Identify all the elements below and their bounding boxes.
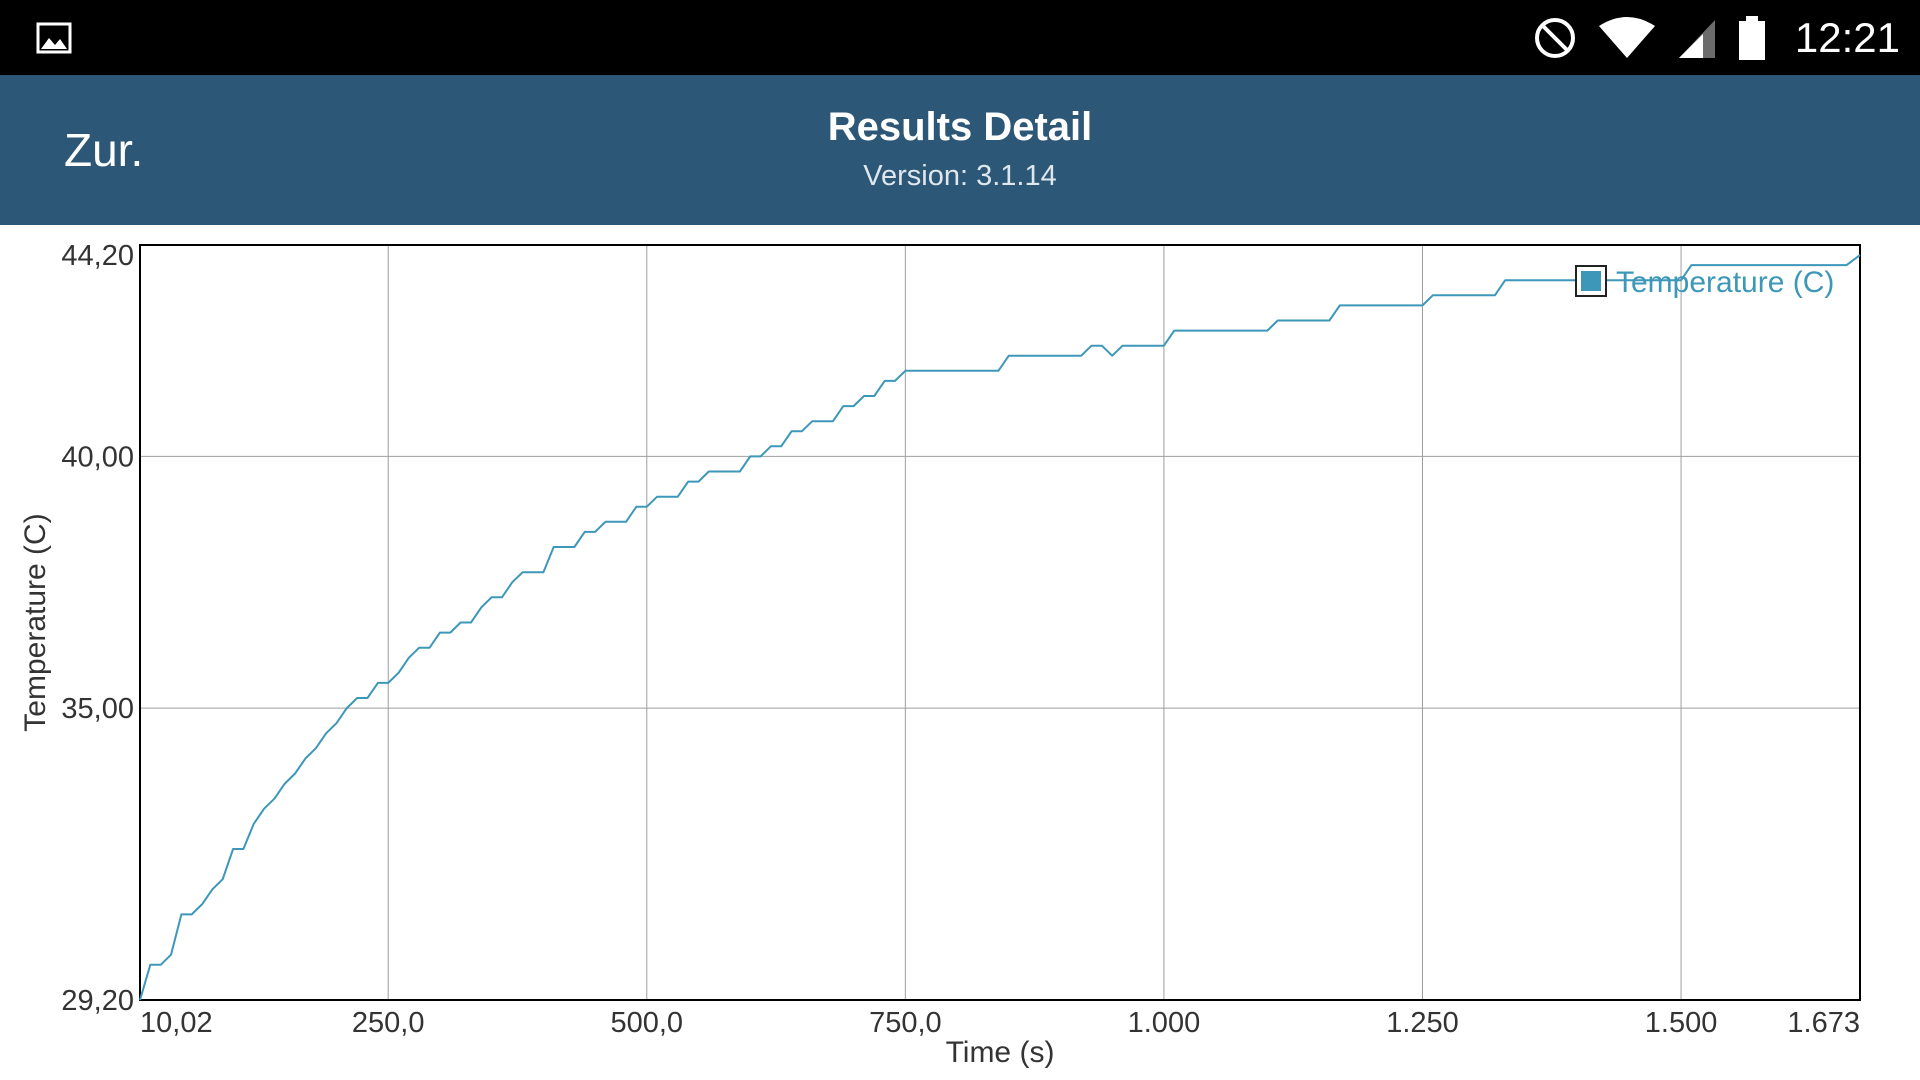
x-tick-label: 10,02 bbox=[140, 1007, 213, 1039]
x-tick-label: 1.673 bbox=[1787, 1007, 1860, 1039]
x-tick-label: 1.000 bbox=[1128, 1007, 1201, 1039]
x-tick-label: 1.500 bbox=[1645, 1007, 1718, 1039]
image-notification-icon bbox=[36, 22, 72, 54]
version-subtitle: Version: 3.1.14 bbox=[863, 160, 1057, 192]
toolbar: Zur. Results Detail Version: 3.1.14 bbox=[0, 75, 1920, 225]
temperature-chart: 10,02 250,0 500,0 750,0 1.000 1.250 1.500 1.673… bbox=[19, 240, 1861, 1069]
legend-label: Temperature (C) bbox=[1616, 266, 1834, 299]
do-not-disturb-icon bbox=[1534, 17, 1575, 58]
status-time: 12:21 bbox=[1794, 13, 1900, 61]
y-tick-label: 35,00 bbox=[61, 693, 134, 725]
cell-signal-icon bbox=[1678, 19, 1715, 58]
y-tick-label: 44,20 bbox=[61, 240, 134, 272]
y-gridlines bbox=[140, 244, 1860, 1001]
legend-swatch bbox=[1581, 271, 1601, 291]
x-axis-title: Time (s) bbox=[946, 1036, 1055, 1069]
x-tick-label: 500,0 bbox=[610, 1007, 683, 1039]
y-axis-title: Temperature (C) bbox=[19, 513, 52, 731]
x-tick-label: 250,0 bbox=[352, 1007, 425, 1039]
status-bar: 12:21 bbox=[0, 0, 1920, 75]
y-tick-label: 29,20 bbox=[61, 985, 134, 1017]
series-lines bbox=[139, 254, 1861, 1001]
back-button[interactable]: Zur. bbox=[64, 124, 144, 176]
legend: Temperature (C) bbox=[1575, 265, 1834, 299]
y-tick-labels: 29,20 35,00 40,00 44,20 bbox=[61, 240, 134, 1017]
x-tick-label: 1.250 bbox=[1386, 1007, 1459, 1039]
battery-icon bbox=[1738, 15, 1765, 60]
x-gridlines bbox=[139, 245, 1861, 1000]
x-tick-labels: 10,02 250,0 500,0 750,0 1.000 1.250 1.500 1.673 bbox=[140, 1007, 1860, 1039]
status-icons: 12:21 bbox=[1533, 0, 1900, 75]
title-block: Results Detail Version: 3.1.14 bbox=[0, 105, 1920, 193]
page-title: Results Detail bbox=[827, 105, 1093, 149]
wifi-icon bbox=[1598, 16, 1655, 58]
series-line bbox=[139, 254, 1861, 1001]
plot-area-frame bbox=[139, 244, 1861, 1001]
y-tick-label: 40,00 bbox=[61, 441, 134, 473]
x-tick-label: 750,0 bbox=[869, 1007, 942, 1039]
